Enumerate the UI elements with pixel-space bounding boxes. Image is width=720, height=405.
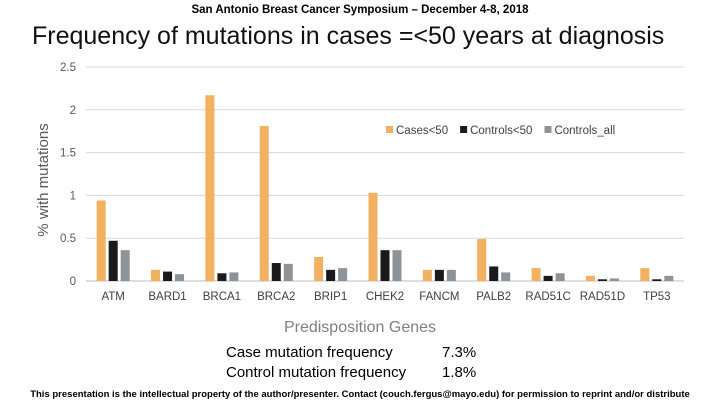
bar-chart: 0 0.5 1 1.5 2 2.5 % with mutations ATM BARD1 BRCA… (35, 62, 684, 303)
bar-bard1-controls-50 (163, 271, 173, 281)
legend-swatch (386, 126, 393, 133)
bar-palb2-controls-all (501, 272, 511, 281)
x-tick-label: PALB2 (476, 291, 511, 303)
bar-palb2-controls-50 (489, 266, 499, 281)
bar-chek2-cases-50 (368, 192, 378, 281)
bar-chek2-controls-50 (380, 250, 390, 281)
bar-fancm-controls-50 (434, 269, 444, 281)
x-tick-label: TP53 (643, 291, 671, 303)
control-frequency-row: Control mutation frequency 1.8% (226, 364, 506, 384)
mutation-frequency-summary: Case mutation frequency 7.3% Control mut… (226, 344, 506, 384)
legend-swatch (544, 126, 552, 133)
x-tick-label: RAD51C (525, 291, 570, 303)
case-frequency-label: Case mutation frequency (226, 344, 393, 361)
y-axis-label: % with mutations (35, 123, 52, 236)
y-tick-label: 0 (70, 276, 76, 288)
case-frequency-row: Case mutation frequency 7.3% (226, 344, 506, 364)
bar-tp53-cases-50 (640, 268, 650, 281)
x-tick-label: RAD51D (580, 291, 625, 303)
x-tick-label: BRCA2 (257, 291, 295, 303)
x-axis-label: Predisposition Genes (283, 319, 437, 336)
bar-brca2-controls-50 (271, 263, 281, 281)
bar-atm-controls-50 (108, 240, 118, 281)
bar-fancm-controls-all (446, 269, 456, 281)
x-tick-label: ATM (101, 291, 124, 303)
legend-label: Controls_all (554, 125, 615, 137)
bar-brip1-controls-50 (326, 269, 336, 281)
chart-title: Frequency of mutations in cases =<50 yea… (32, 22, 665, 50)
bar-rad51c-cases-50 (531, 268, 541, 281)
bar-brca1-cases-50 (205, 95, 215, 281)
bar-tp53-controls-50 (652, 279, 662, 281)
bar-rad51c-controls-50 (543, 275, 553, 281)
legend-label: Controls<50 (470, 125, 532, 137)
bar-brca2-cases-50 (259, 126, 269, 282)
bar-brca1-controls-50 (217, 273, 227, 281)
y-tick-label: 1 (70, 190, 76, 202)
x-tick-label: FANCM (419, 291, 459, 303)
bar-chek2-controls-all (392, 250, 402, 281)
bar-atm-cases-50 (96, 200, 106, 281)
bar-brip1-controls-all (338, 268, 348, 281)
x-tick-label: CHEK2 (366, 291, 404, 303)
bar-rad51d-cases-50 (585, 275, 595, 281)
bar-tp53-controls-all (664, 275, 674, 281)
bar-bard1-cases-50 (151, 269, 161, 281)
case-frequency-value: 7.3% (442, 344, 477, 361)
legend-swatch (460, 126, 468, 133)
y-tick-label: 1.5 (60, 148, 76, 160)
y-tick-label: 2.5 (60, 62, 76, 74)
bar-brca1-controls-all (229, 272, 239, 281)
bar-palb2-cases-50 (477, 239, 487, 281)
x-tick-label: BRIP1 (314, 291, 347, 303)
bar-bard1-controls-all (175, 274, 185, 281)
y-tick-label: 2 (70, 105, 76, 117)
bar-rad51d-controls-50 (597, 279, 607, 281)
control-frequency-label: Control mutation frequency (226, 364, 407, 381)
bar-brca2-controls-all (283, 263, 293, 281)
conference-header: San Antonio Breast Cancer Symposium – De… (191, 4, 529, 16)
copyright-footer: This presentation is the intellectual pr… (30, 389, 690, 400)
bar-fancm-cases-50 (422, 269, 432, 281)
x-tick-label: BARD1 (148, 291, 186, 303)
y-tick-label: 0.5 (60, 233, 76, 245)
x-tick-label: BRCA1 (203, 291, 241, 303)
bar-rad51d-controls-all (609, 278, 619, 281)
legend-label: Cases<50 (396, 125, 448, 137)
control-frequency-value: 1.8% (442, 364, 477, 381)
bar-rad51c-controls-all (555, 273, 565, 281)
bar-atm-controls-all (120, 250, 130, 281)
bar-brip1-cases-50 (314, 257, 324, 281)
